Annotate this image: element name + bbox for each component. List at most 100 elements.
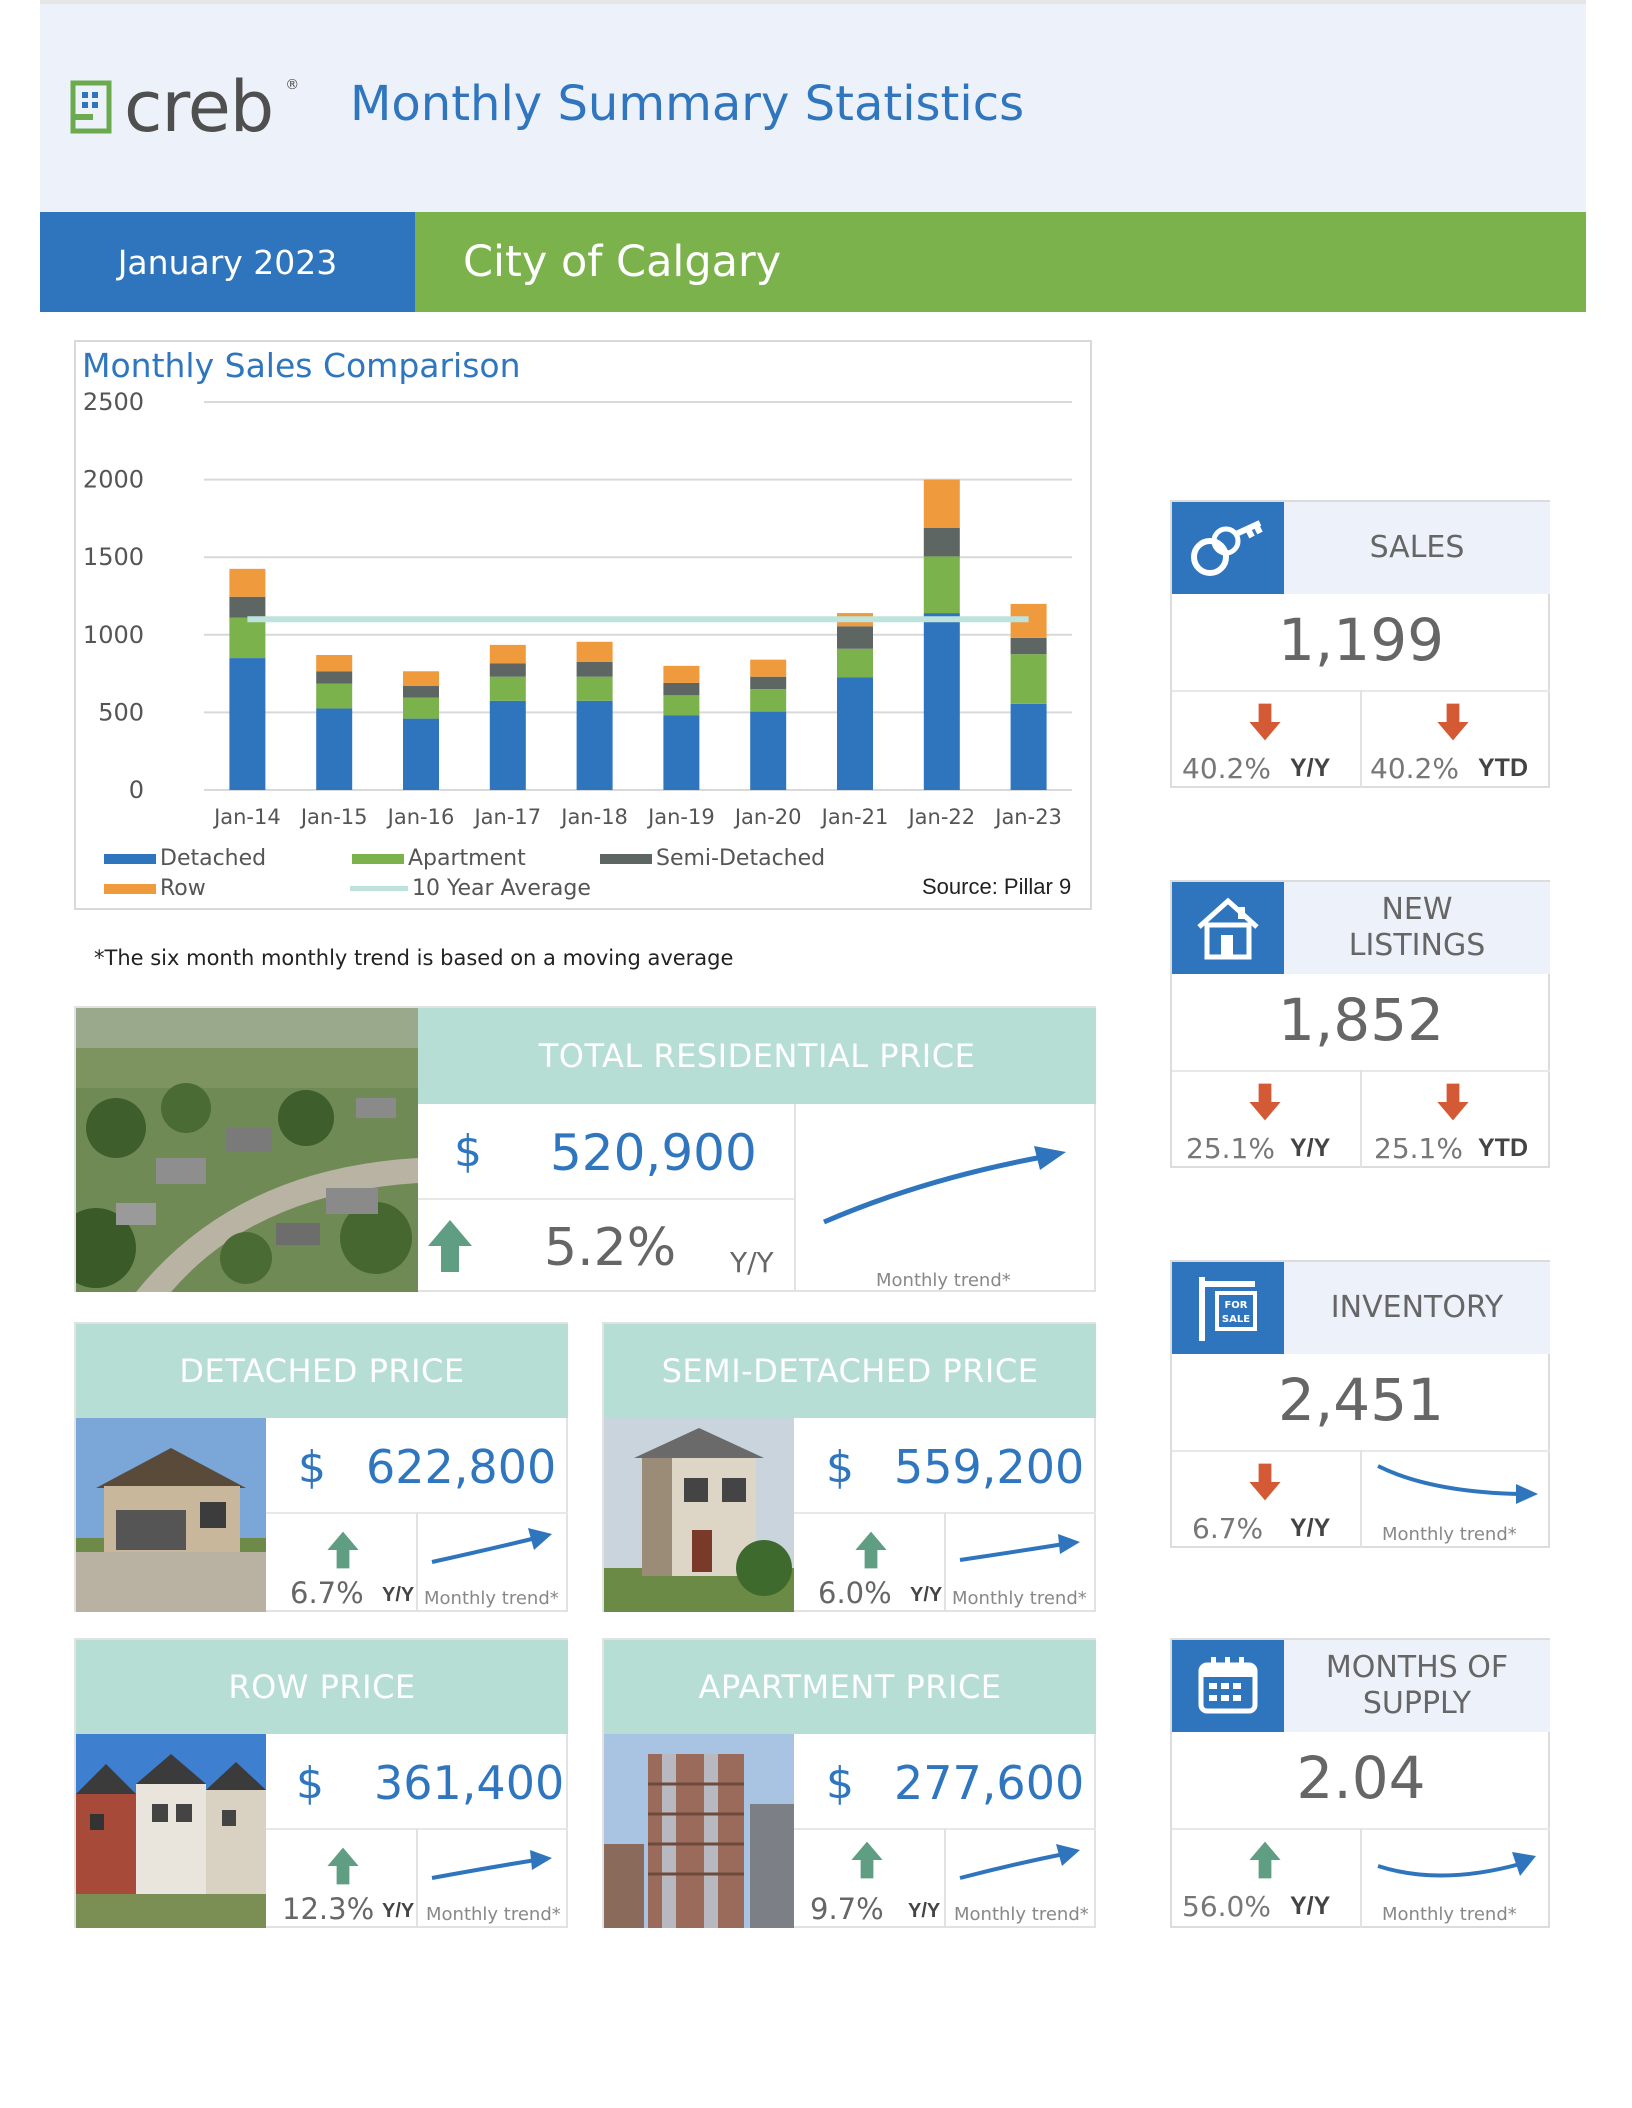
yy-label: Y/Y [908,1900,941,1922]
total-trend-arrow [823,1146,1066,1225]
tile-title: TOTAL RESIDENTIAL PRICE [418,1008,1096,1104]
y-tick-label: 2500 [83,388,144,416]
inventory-card: FOR SALE INVENTORY 2,451 6.7% Y/Y Monthl… [1170,1260,1550,1548]
tile-title: SEMI-DETACHED PRICE [604,1324,1096,1418]
trend-label: Monthly trend* [876,1270,1011,1291]
listings-yy-percent: 25.1% [1186,1132,1275,1165]
bar-segment-apartment [837,648,873,678]
bar-segment-row [403,671,439,687]
legend-label: Apartment [408,846,526,871]
bar-segment-semi-detached [837,626,873,649]
bar-segment-apartment [750,689,787,712]
x-tick-label: Jan-17 [472,805,541,829]
inventory-trend-arrow [1377,1464,1538,1504]
bar-segment-semi-detached [750,676,787,690]
logo-registered-mark: ® [285,77,300,93]
up-arrow-icon [327,1531,359,1569]
page-title: Monthly Summary Statistics [350,76,1025,132]
up-arrow-icon [851,1841,883,1879]
card-title: SALES [1284,502,1550,594]
trend-label: Monthly trend* [954,1904,1089,1925]
tile-divider [418,1198,794,1200]
ytd-label: YTD [1478,754,1528,782]
x-tick-label: Jan-19 [646,805,715,829]
detached-yy-percent: 6.7% [290,1576,364,1610]
x-tick-label: Jan-20 [733,805,802,829]
supply-trend-arrow [1377,1852,1536,1878]
down-arrow-icon [1437,703,1469,741]
tile-divider [944,1828,946,1928]
detached-price-value: 622,800 [366,1440,557,1494]
bar-segment-semi-detached [576,661,613,677]
down-arrow-icon [1249,703,1281,741]
supply-yy-percent: 56.0% [1182,1890,1271,1923]
calendar-icon [1172,1640,1284,1732]
bar-segment-detached [837,677,873,790]
inventory-value: 2,451 [1277,1366,1445,1434]
bar-segment-apartment [403,697,439,719]
card-title-line: LISTINGS [1348,928,1486,963]
report-header [40,0,1586,216]
bar-segment-apartment [1010,654,1047,704]
bar-segment-apartment [229,617,266,659]
tile-title: DETACHED PRICE [76,1324,568,1418]
bar-segment-row [923,479,960,528]
y-tick-label: 500 [98,698,144,726]
bar-segment-apartment [489,676,526,701]
supply-value: 2.04 [1296,1744,1426,1812]
bar-segment-detached [750,711,787,790]
tile-title: APARTMENT PRICE [604,1640,1096,1734]
card-divider [1360,1450,1362,1548]
bar-segment-semi-detached [923,527,960,557]
yy-label: Y/Y [1290,754,1331,782]
x-tick-label: Jan-23 [993,805,1062,829]
listings-ytd-percent: 25.1% [1374,1132,1463,1165]
bar-segment-semi-detached [316,671,353,684]
trend-footnote: *The six month monthly trend is based on… [94,946,734,970]
total-yy-percent: 5.2% [544,1218,677,1278]
sign-text-bottom: SALE [1222,1314,1250,1325]
bar-segment-detached [489,700,526,790]
yy-label: Y/Y [1290,1892,1331,1920]
card-title: MONTHS OF SUPPLY [1284,1640,1550,1732]
detached-trend-arrow [431,1528,552,1564]
apartment-price-value: 277,600 [894,1756,1085,1810]
report-date: January 2023 [40,212,415,312]
total-yy-label: Y/Y [730,1246,774,1279]
legend-swatch [352,853,404,864]
apartment-trend-arrow [959,1844,1080,1880]
up-arrow-icon [855,1531,887,1569]
trend-label: Monthly trend* [1382,1524,1517,1545]
y-tick-label: 0 [129,776,144,804]
x-tick-label: Jan-18 [559,805,628,829]
trend-label: Monthly trend* [424,1588,559,1609]
card-title: NEW LISTINGS [1284,882,1550,974]
legend-swatch [104,853,156,864]
up-arrow-icon [327,1847,359,1885]
sign-text-top: FOR [1224,1300,1247,1311]
creb-logo: creb ® [70,72,299,142]
detached-house-photo [76,1418,266,1612]
apartment-price-tile: APARTMENT PRICE $ 277,600 9.7% Y/Y Month… [602,1638,1096,1928]
x-tick-label: Jan-21 [820,805,889,829]
legend-swatch [350,886,408,891]
semi-yy-percent: 6.0% [818,1576,892,1610]
bar-segment-semi-detached [489,663,526,677]
bar-segment-row [316,654,353,672]
aerial-neighbourhood-photo [76,1008,418,1292]
legend-row: Row [104,876,206,901]
card-divider [1360,690,1362,788]
bar-segment-row [750,659,787,677]
bar-segment-apartment [923,556,960,614]
legend-label: 10 Year Average [412,876,591,901]
legend-label: Row [160,876,206,901]
bar-segment-detached [923,613,960,790]
card-title-line: MONTHS OF [1325,1650,1509,1685]
y-tick-label: 1000 [83,621,144,649]
y-tick-label: 1500 [83,543,144,571]
bar-segment-apartment [316,683,353,709]
chart-source: Source: Pillar 9 [922,874,1072,899]
card-divider [1360,1828,1362,1928]
tile-divider [794,1104,796,1292]
monthly-sales-chart: 0 500 1000 1500 2000 2500 Jan-14 Jan-15 Jan-16 Ja… [83,388,1072,829]
